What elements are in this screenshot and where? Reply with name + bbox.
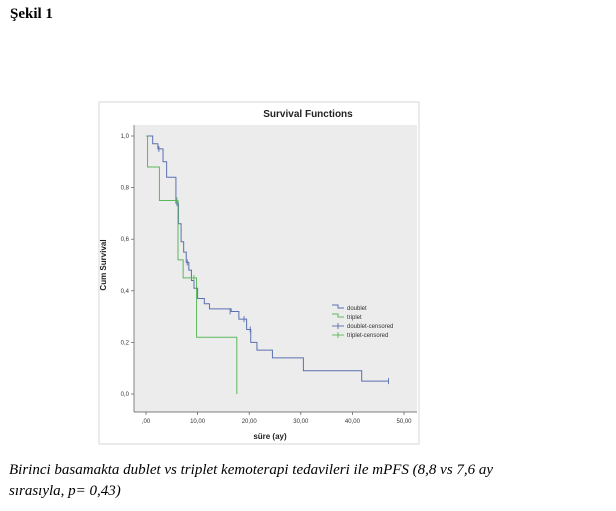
caption-line-1: Birinci basamakta dublet vs triplet kemo… bbox=[9, 462, 494, 478]
triplet-survival-line bbox=[146, 135, 238, 394]
caption-line-2: sırasıyla, p= 0,43) bbox=[9, 483, 121, 499]
figure-heading: Şekil 1 bbox=[10, 6, 53, 22]
x-tick-label: 20,00 bbox=[242, 419, 258, 425]
y-tick-label: 0,2 bbox=[121, 340, 130, 346]
y-tick-label: 0,0 bbox=[121, 392, 130, 398]
x-tick-label: 30,00 bbox=[293, 419, 309, 425]
x-tick-label: 40,00 bbox=[345, 419, 361, 425]
axes: ,00 10,00 20,00 30,00 40,00 50,00 0,0 0,2 0,4 0,6… bbox=[121, 125, 417, 425]
legend-label: triplet bbox=[347, 315, 362, 321]
x-tick-label: ,00 bbox=[142, 419, 151, 425]
figure-caption: Birinci basamakta dublet vs triplet kemo… bbox=[9, 460, 609, 502]
y-tick-label: 0,6 bbox=[121, 237, 130, 243]
x-tick-label: 10,00 bbox=[190, 419, 206, 425]
legend-label: triplet-censored bbox=[347, 333, 388, 339]
legend-label: doublet-censored bbox=[347, 324, 393, 330]
y-tick-label: 0,8 bbox=[121, 186, 130, 192]
y-tick-label: 0,4 bbox=[121, 289, 130, 295]
legend-line-swatch bbox=[332, 313, 344, 318]
legend-line-swatch bbox=[332, 304, 344, 309]
x-axis-label: süre (ay) bbox=[253, 432, 287, 441]
plot-area bbox=[134, 125, 417, 412]
series-layer bbox=[146, 135, 389, 394]
y-tick-label: 1,0 bbox=[121, 134, 130, 140]
doublet-survival-line bbox=[147, 135, 389, 382]
survival-chart: Survival Functions Cum Survival süre (ay… bbox=[98, 101, 420, 445]
legend-label: doublet bbox=[347, 306, 367, 312]
y-axis-label: Cum Survival bbox=[99, 239, 108, 290]
x-tick-label: 50,00 bbox=[396, 419, 412, 425]
chart-title: Survival Functions bbox=[263, 109, 353, 120]
legend: doublet triplet doublet-censored triplet-ce… bbox=[332, 304, 393, 339]
